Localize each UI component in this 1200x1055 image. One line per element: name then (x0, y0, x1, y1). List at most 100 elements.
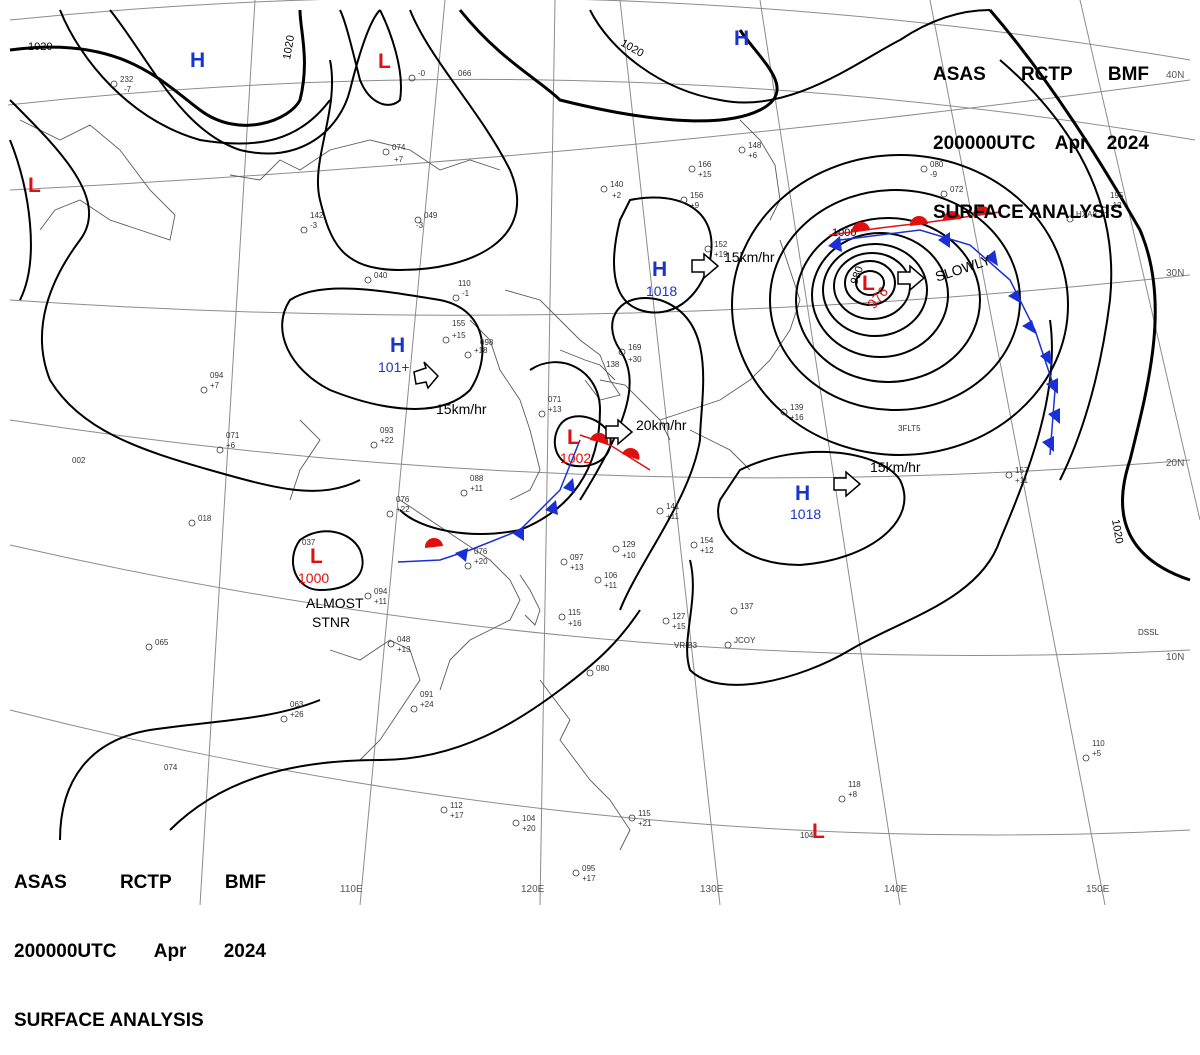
motion-label: 15km/hr (724, 249, 775, 265)
coast-south-china (399, 499, 521, 691)
station-value: 195 (1110, 191, 1124, 200)
low-symbol: L (378, 50, 391, 73)
ring-5 (811, 232, 949, 358)
header-month: Apr (1054, 133, 1088, 154)
cold-front-tooth (563, 478, 575, 493)
high-pressure-center: H 101+ (378, 334, 410, 375)
high-pressure-center: H 1018 (790, 482, 821, 522)
station-value: +7 (394, 155, 404, 164)
station-circle (460, 489, 468, 497)
station-value: HXA8 (1076, 210, 1097, 219)
lon-label: 120E (521, 884, 545, 895)
isobar-high-101x (281, 287, 484, 410)
station-value: +11 (604, 581, 618, 590)
header-year: 2024 (1106, 133, 1149, 154)
station-circle (1100, 206, 1108, 214)
station-value: -13 (1110, 201, 1122, 210)
station-value: +11 (666, 512, 680, 521)
cold-front-tooth (1040, 350, 1052, 366)
isobar-label: 980 (849, 265, 867, 286)
station-value: +30 (628, 355, 642, 364)
station-value: 065 (155, 638, 169, 647)
station-value: +13 (570, 563, 584, 572)
isobar-north-h (589, 9, 991, 104)
station-value: +7 (210, 381, 220, 390)
ring-4 (822, 243, 928, 337)
cold-front-tooth (512, 526, 524, 541)
cyclone-rings (731, 154, 1069, 456)
lat-label: 10N (1166, 652, 1184, 663)
parallel-45n (9, 0, 1191, 61)
isobar-1020-east (988, 9, 1191, 582)
station-circle (594, 576, 602, 584)
isobar-1020-nw (9, 9, 306, 127)
station-value: VRIB3 (674, 641, 698, 650)
station-circle (216, 446, 224, 454)
ring-6 (795, 217, 981, 383)
station-value: +22 (380, 436, 394, 445)
coast-east-china (469, 319, 541, 501)
cold-front-line-2 (397, 439, 581, 563)
isobar-south-2 (59, 699, 321, 841)
station-circle (512, 819, 520, 827)
station-value: 097 (570, 553, 584, 562)
station-value: 093 (380, 426, 394, 435)
meridian-150e (929, 0, 1106, 906)
map-background (0, 0, 1200, 919)
low-symbol: L (28, 174, 41, 197)
station-value: +15 (698, 170, 712, 179)
chart-header-top: ASAS RCTP BMF 200000UTC Apr 2024 SURFACE… (933, 17, 1149, 247)
station-circle (730, 607, 738, 615)
station-circle (280, 715, 288, 723)
motion-label: 20km/hr (636, 417, 687, 433)
warm-front-line-2 (579, 434, 651, 471)
high-value: 1018 (790, 506, 821, 522)
low-pressure-center: L (812, 820, 825, 843)
high-symbol: H (734, 27, 749, 50)
high-value: 1018 (646, 283, 677, 299)
meridian-160e (1079, 0, 1200, 521)
remark-line: ALMOST (306, 595, 364, 611)
high-symbol: H (795, 482, 810, 505)
surface-analysis-map: 110E 120E 130E 140E 150E 40N 30N 20N 10N (0, 0, 1200, 919)
station-circle (1005, 471, 1013, 479)
high-symbol: H (390, 334, 405, 357)
station-value: 129 (622, 540, 636, 549)
motion-vector: 15km/hr (413, 361, 487, 417)
station-value: -1 (462, 289, 470, 298)
high-symbol: H (652, 258, 667, 281)
station-value: +20 (474, 557, 488, 566)
station-circle (558, 613, 566, 621)
station-value: 088 (470, 474, 484, 483)
station-plots: 232-7-0 066074+7049-3040110-1142-3155+150… (72, 69, 1159, 883)
station-value: +13 (397, 645, 411, 654)
station-value: 072 (950, 185, 964, 194)
meridian-120e (539, 0, 556, 906)
station-value: +6 (226, 441, 236, 450)
station-circle (364, 276, 372, 284)
station-value: 148 (748, 141, 762, 150)
cold-front-tooth (1046, 378, 1058, 394)
station-circle (145, 643, 153, 651)
station-value: 142 (310, 211, 324, 220)
station-value: 169 (628, 343, 642, 352)
station-circle (688, 165, 696, 173)
isobar-nw-3 (109, 9, 381, 155)
isobar-central-north (316, 9, 518, 272)
coast-philippines (539, 679, 631, 851)
isobar-south (169, 609, 641, 831)
cold-front-tooth (938, 232, 950, 248)
station-value: +16 (790, 413, 804, 422)
station-value: 110 (1092, 739, 1105, 748)
fronts (397, 205, 1060, 563)
warm-front-bump (942, 210, 961, 221)
header-line-3: SURFACE ANALYSIS (14, 1010, 204, 1031)
station-value: 071 (226, 431, 240, 440)
isobar-l-north (339, 9, 402, 106)
graticule-labels: 110E 120E 130E 140E 150E 40N 30N 20N 10N (340, 70, 1184, 895)
high-value: 101+ (378, 359, 410, 375)
isobar-low-outer (686, 319, 1053, 686)
header-suffix: BMF (1107, 64, 1149, 85)
motion-label: 15km/hr (436, 401, 487, 417)
coast-bohai (559, 349, 616, 381)
